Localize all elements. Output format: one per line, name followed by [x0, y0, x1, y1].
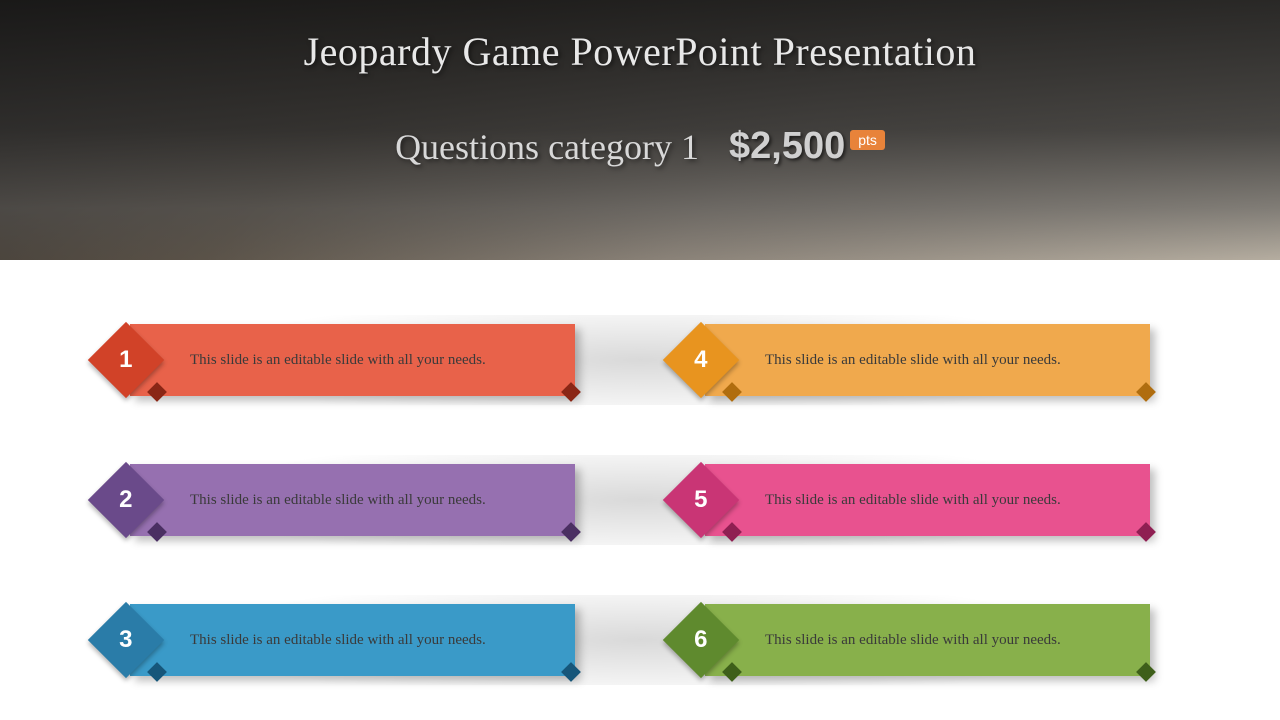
main-title: Jeopardy Game PowerPoint Presentation: [304, 28, 977, 75]
cards-grid: 1 This slide is an editable slide with a…: [0, 300, 1280, 700]
card-4[interactable]: 4 This slide is an editable slide with a…: [705, 320, 1150, 400]
card-1[interactable]: 1 This slide is an editable slide with a…: [130, 320, 575, 400]
corner-left-2: [147, 522, 167, 542]
card-text-5: This slide is an editable slide with all…: [765, 492, 1061, 509]
card-body-3: This slide is an editable slide with all…: [130, 604, 575, 676]
card-number-6: 6: [694, 626, 707, 654]
corner-right-5: [1136, 522, 1156, 542]
corner-right-2: [561, 522, 581, 542]
card-number-5: 5: [694, 486, 707, 514]
subtitle: Questions category 1: [395, 126, 699, 168]
card-body-4: This slide is an editable slide with all…: [705, 324, 1150, 396]
card-text-6: This slide is an editable slide with all…: [765, 632, 1061, 649]
corner-right-4: [1136, 382, 1156, 402]
card-body-1: This slide is an editable slide with all…: [130, 324, 575, 396]
corner-left-4: [722, 382, 742, 402]
card-6[interactable]: 6 This slide is an editable slide with a…: [705, 600, 1150, 680]
card-text-3: This slide is an editable slide with all…: [190, 632, 486, 649]
header-section: Jeopardy Game PowerPoint Presentation Qu…: [0, 0, 1280, 260]
card-2[interactable]: 2 This slide is an editable slide with a…: [130, 460, 575, 540]
corner-right-3: [561, 662, 581, 682]
points-badge: pts: [850, 130, 885, 150]
card-number-4: 4: [694, 346, 707, 374]
corner-right-1: [561, 382, 581, 402]
card-text-2: This slide is an editable slide with all…: [190, 492, 486, 509]
points-value: $2,500: [729, 125, 845, 168]
corner-right-6: [1136, 662, 1156, 682]
card-3[interactable]: 3 This slide is an editable slide with a…: [130, 600, 575, 680]
card-number-2: 2: [119, 486, 132, 514]
corner-left-1: [147, 382, 167, 402]
card-body-5: This slide is an editable slide with all…: [705, 464, 1150, 536]
card-text-1: This slide is an editable slide with all…: [190, 352, 486, 369]
content-area: 1 This slide is an editable slide with a…: [0, 300, 1280, 720]
points-container: $2,500 pts: [729, 125, 885, 168]
corner-left-6: [722, 662, 742, 682]
subtitle-row: Questions category 1 $2,500 pts: [395, 125, 885, 168]
card-number-1: 1: [119, 346, 132, 374]
card-text-4: This slide is an editable slide with all…: [765, 352, 1061, 369]
card-number-3: 3: [119, 626, 132, 654]
corner-left-5: [722, 522, 742, 542]
card-body-2: This slide is an editable slide with all…: [130, 464, 575, 536]
card-body-6: This slide is an editable slide with all…: [705, 604, 1150, 676]
card-5[interactable]: 5 This slide is an editable slide with a…: [705, 460, 1150, 540]
corner-left-3: [147, 662, 167, 682]
